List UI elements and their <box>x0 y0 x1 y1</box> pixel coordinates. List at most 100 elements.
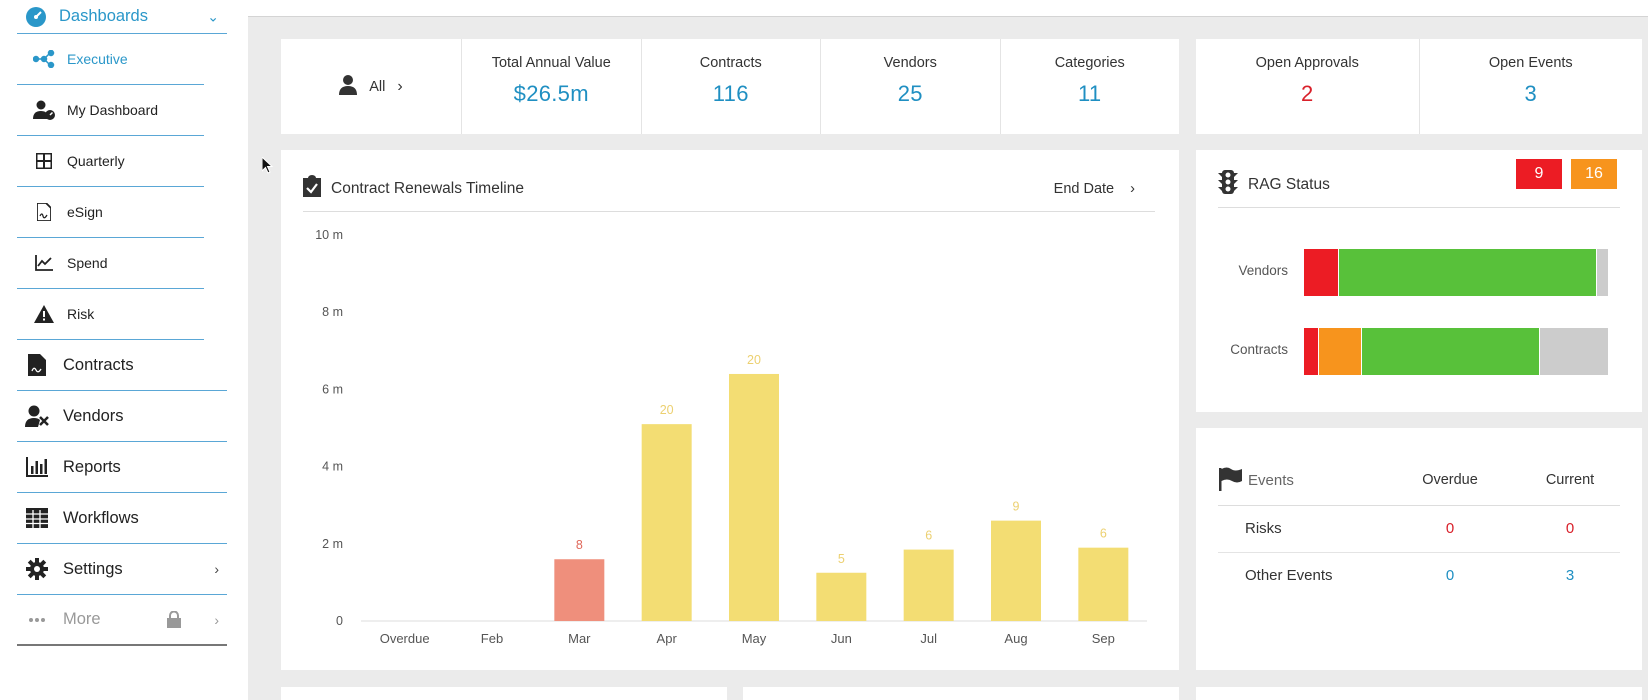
sidebar-item-my-dashboard[interactable]: My Dashboard <box>17 85 204 136</box>
y-tick-label: 2 m <box>322 537 343 551</box>
lock-icon <box>167 610 181 633</box>
sidebar-item-label: Spend <box>67 255 108 271</box>
events-title: Events <box>1248 472 1294 489</box>
kpi-contracts[interactable]: Contracts 116 <box>640 39 821 134</box>
sidebar-item-reports[interactable]: Reports <box>17 442 227 493</box>
kpi-categories[interactable]: Categories 11 <box>999 39 1180 134</box>
sidebar-item-contracts[interactable]: Contracts <box>17 340 227 391</box>
rag-segment[interactable] <box>1361 328 1541 375</box>
sidebar-item-more[interactable]: More › <box>17 595 227 646</box>
chevron-right-icon[interactable]: › <box>214 611 219 628</box>
chart-bar <box>554 559 605 621</box>
sidebar-item-label: Risk <box>67 306 95 322</box>
rag-segment[interactable] <box>1319 328 1362 375</box>
sidebar-item-label: Executive <box>67 51 128 67</box>
chevron-down-icon[interactable]: ⌄ <box>207 8 219 24</box>
bar-data-label: 8 <box>576 538 583 552</box>
sidebar-item-risk[interactable]: Risk <box>17 289 204 340</box>
table-icon <box>25 506 49 530</box>
rag-vendors-bar[interactable] <box>1304 249 1609 296</box>
kpi-value: 25 <box>897 81 923 106</box>
sidebar-item-settings[interactable]: Settings › <box>17 544 227 595</box>
rag-segment[interactable] <box>1540 328 1609 375</box>
kpi-value: 3 <box>1524 81 1538 106</box>
sort-label: End Date <box>1053 180 1115 197</box>
kpi-total-annual-value[interactable]: Total Annual Value $26.5m <box>461 39 641 134</box>
filter-label: All <box>369 78 386 95</box>
grid-icon <box>33 150 55 172</box>
table-row[interactable]: Other Events 0 3 <box>1218 553 1620 600</box>
sidebar-item-label: eSign <box>67 204 103 220</box>
rag-amber-badge[interactable]: 16 <box>1571 159 1617 189</box>
x-tick-label: Overdue <box>380 631 430 646</box>
rag-segment[interactable] <box>1304 328 1320 375</box>
gauge-icon <box>25 6 47 28</box>
sidebar-item-label: My Dashboard <box>67 102 159 118</box>
chevron-right-icon: › <box>1130 180 1135 197</box>
kpi-label: Total Annual Value <box>491 55 611 71</box>
bottom-card-1 <box>281 687 727 700</box>
kpi-vendors[interactable]: Vendors 25 <box>820 39 1000 134</box>
y-tick-label: 10 m <box>315 228 343 242</box>
rag-contracts-bar[interactable] <box>1304 328 1609 375</box>
col-overdue: Overdue <box>1422 472 1478 488</box>
x-tick-label: May <box>742 631 767 646</box>
kpi-open-items: Open Approvals 2 Open Events 3 <box>1196 39 1642 134</box>
sidebar-dashboards[interactable]: Dashboards ⌄ <box>17 0 227 34</box>
sidebar-item-label: Quarterly <box>67 153 125 169</box>
document-sign-icon <box>33 201 55 223</box>
x-tick-label: Jul <box>920 631 937 646</box>
x-tick-label: Apr <box>657 631 678 646</box>
x-tick-label: Sep <box>1092 631 1115 646</box>
rag-segment[interactable] <box>1596 249 1609 296</box>
kpi-value: 2 <box>1300 81 1314 106</box>
contract-icon <box>25 353 49 377</box>
trend-chart-icon <box>33 252 55 274</box>
rag-row-label: Vendors <box>1238 263 1288 278</box>
rag-header: RAG Status <box>1218 162 1620 208</box>
rag-red-badge[interactable]: 9 <box>1516 159 1562 189</box>
kpi-open-events[interactable]: Open Events 3 <box>1418 39 1643 134</box>
chart-title: Contract Renewals Timeline <box>331 179 524 197</box>
kpi-value: 11 <box>1078 81 1102 106</box>
sidebar-item-spend[interactable]: Spend <box>17 238 204 289</box>
table-row[interactable]: Risks 0 0 <box>1218 506 1620 553</box>
chart-bar <box>641 424 692 621</box>
kpi-label: Categories <box>1054 55 1125 71</box>
chart-header: Contract Renewals Timeline End Date › <box>303 166 1155 212</box>
sidebar-item-workflows[interactable]: Workflows <box>17 493 227 544</box>
bottom-card-2 <box>743 687 1179 700</box>
sidebar-item-quarterly[interactable]: Quarterly <box>17 136 204 187</box>
rag-segment[interactable] <box>1304 249 1340 296</box>
sidebar-dashboards-label: Dashboards <box>59 7 148 25</box>
sidebar-item-label: Contracts <box>63 355 134 374</box>
dots-icon <box>25 608 49 632</box>
renewals-chart: 0 2 m 4 m 6 m 8 m 10 m Overdue Feb 8 Mar 20 Apr 20 Ma… <box>315 228 1147 646</box>
chevron-right-icon[interactable]: › <box>214 561 219 577</box>
sidebar-item-label: More <box>63 610 101 628</box>
kpi-label: Open Approvals <box>1255 55 1359 71</box>
clipboard-check-icon <box>303 175 321 202</box>
x-tick-label: Jun <box>831 631 852 646</box>
current-count[interactable]: 0 <box>1565 520 1575 537</box>
flag-icon <box>1218 467 1242 495</box>
kpi-summary: All › Total Annual Value $26.5m Contract… <box>281 39 1179 134</box>
y-tick-label: 4 m <box>322 460 343 474</box>
sidebar-item-vendors[interactable]: Vendors <box>17 391 227 442</box>
sidebar-item-label: Reports <box>63 457 121 476</box>
vendor-icon <box>25 404 49 428</box>
chart-bar <box>816 572 867 621</box>
sort-end-date-button[interactable]: End Date › <box>1054 181 1135 197</box>
sidebar-item-executive[interactable]: Executive <box>17 34 204 85</box>
user-gauge-icon <box>33 99 55 121</box>
overdue-count[interactable]: 0 <box>1445 567 1455 584</box>
rag-segment[interactable] <box>1339 249 1597 296</box>
filter-all-button[interactable]: All › <box>281 39 461 134</box>
kpi-open-approvals[interactable]: Open Approvals 2 <box>1196 39 1419 134</box>
rag-row-label: Contracts <box>1230 342 1288 357</box>
overdue-count[interactable]: 0 <box>1445 520 1455 537</box>
current-count[interactable]: 3 <box>1565 567 1575 584</box>
sidebar-item-esign[interactable]: eSign <box>17 187 204 238</box>
chart-bar <box>729 373 779 621</box>
x-tick-label: Mar <box>568 631 591 646</box>
